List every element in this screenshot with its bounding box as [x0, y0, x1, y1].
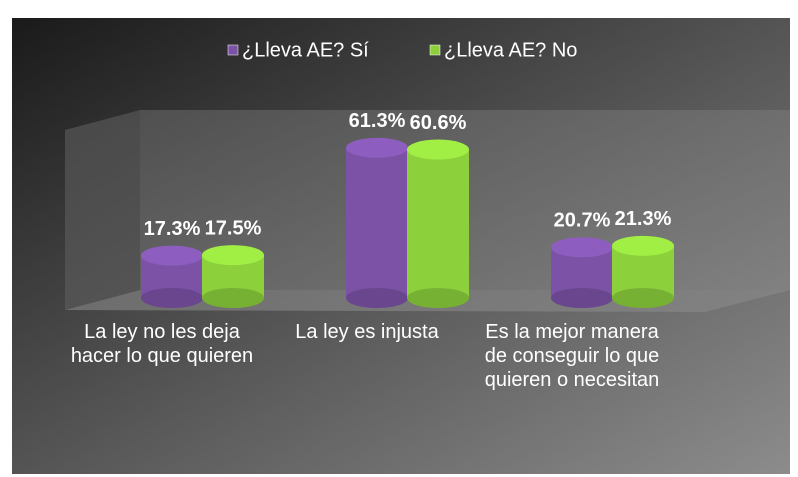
- value-label: 60.6%: [410, 112, 467, 134]
- category-label: La ley no les deja hacer lo que quieren: [70, 321, 254, 367]
- cylinder: [407, 139, 469, 308]
- cylinder-body: [346, 147, 408, 298]
- cylinder-top: [407, 139, 469, 160]
- cylinder: [346, 137, 408, 308]
- cylinder-base: [346, 288, 408, 308]
- category-label: Es la mejor manera de conseguir lo que q…: [484, 321, 660, 391]
- category-label: La ley es injusta: [295, 321, 439, 343]
- cylinder-base: [407, 288, 469, 308]
- legend-swatch: [429, 44, 441, 56]
- cylinder-base: [612, 288, 674, 308]
- cylinder-base: [141, 288, 203, 308]
- value-label: 17.3%: [144, 218, 201, 240]
- cylinder: [202, 245, 264, 308]
- side-wall: [65, 110, 140, 310]
- cylinder-top: [141, 245, 203, 266]
- cylinder-top: [612, 235, 674, 256]
- legend-swatch: [227, 44, 239, 56]
- value-label: 61.3%: [349, 110, 406, 132]
- value-label: 20.7%: [554, 210, 611, 232]
- value-label: 17.5%: [205, 217, 262, 239]
- cylinder-base: [202, 288, 264, 308]
- cylinder-top: [551, 237, 613, 258]
- cylinder-top: [346, 137, 408, 158]
- cylinder: [141, 245, 203, 308]
- cylinder: [612, 235, 674, 308]
- legend-label: ¿Lleva AE? Sí: [242, 39, 369, 61]
- value-label: 21.3%: [615, 208, 672, 230]
- cylinder-body: [407, 149, 469, 298]
- cylinder: [551, 237, 613, 308]
- cylinder-base: [551, 288, 613, 308]
- legend-label: ¿Lleva AE? No: [444, 39, 577, 61]
- cylinder-top: [202, 245, 264, 266]
